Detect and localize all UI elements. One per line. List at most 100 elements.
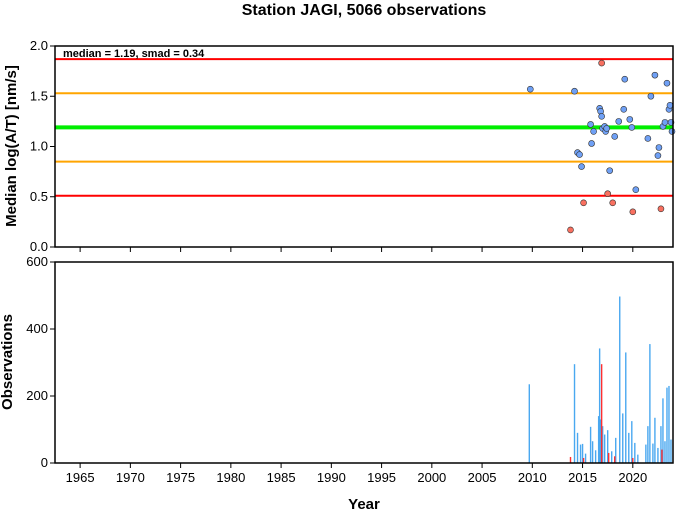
bottom-y-tick-label: 200 (26, 388, 48, 403)
data-point-blue (611, 133, 619, 140)
data-point-blue (571, 87, 578, 95)
observation-bar-red (582, 457, 585, 463)
observation-bar-blue (645, 444, 647, 463)
observation-bar-blue (603, 434, 606, 463)
observation-bar-blue (591, 441, 594, 463)
top-panel: 0.0 0.5 1.0 1.5 2.0 median = 1.19, smad = 0.3… (30, 38, 676, 254)
top-y-tick-label: 1.0 (30, 139, 48, 154)
bottom-y-tick-label: 600 (26, 254, 48, 269)
observation-bar-blue (579, 444, 582, 463)
observation-bar-blue (668, 385, 670, 463)
data-point-red (567, 226, 574, 234)
observation-bar-blue (654, 417, 656, 463)
observation-bar-blue (628, 432, 630, 463)
data-point-blue (578, 163, 585, 170)
top-y-tick-label: 2.0 (30, 38, 48, 53)
data-point-blue (615, 118, 623, 125)
observation-bar-red (607, 452, 610, 463)
observation-bar-blue (601, 426, 604, 463)
bottom-y-axis-label: Observations (0, 314, 16, 410)
observation-bar-blue (625, 352, 627, 463)
data-point-blue (644, 135, 652, 142)
observation-bar-blue (615, 437, 617, 463)
data-point-red (609, 199, 617, 207)
data-point-blue (588, 140, 595, 147)
observation-bar-blue (664, 441, 666, 463)
observation-bar-blue (634, 442, 636, 463)
data-point-red (598, 59, 605, 67)
observation-bar-red (614, 456, 616, 463)
data-point-blue (651, 71, 659, 79)
observation-bar-red (632, 457, 634, 463)
observation-bar-blue (631, 421, 633, 463)
observation-bar-blue (647, 426, 649, 463)
observation-bar-red (569, 456, 572, 463)
observation-bar-blue (657, 447, 659, 463)
data-point-blue (620, 106, 628, 113)
observation-bar-blue (589, 426, 592, 463)
data-point-blue (647, 92, 655, 100)
top-y-tick-label: 0.0 (30, 239, 48, 254)
data-point-blue (590, 128, 597, 135)
data-point-blue (527, 85, 534, 93)
bottom-y-tick-label: 400 (26, 321, 48, 336)
observation-bar-blue (528, 384, 531, 463)
observation-bar-blue (662, 398, 664, 463)
x-tick-label: 2000 (417, 470, 446, 485)
data-point-blue (654, 152, 662, 159)
x-tick-label: 2005 (468, 470, 497, 485)
observation-bar-blue (584, 453, 587, 463)
x-tick-label: 2015 (568, 470, 597, 485)
observation-bar-blue (573, 364, 576, 463)
bottom-panel: 0 200 400 600 1965 1970 1975 1980 1985 1990 1995 20… (26, 254, 674, 485)
top-y-tick-label: 0.5 (30, 189, 48, 204)
observation-bar-blue (622, 413, 624, 463)
observation-bar-blue (649, 344, 651, 463)
observation-bar-blue (581, 443, 584, 463)
x-tick-label: 1980 (216, 470, 245, 485)
data-point-red (657, 205, 665, 213)
data-point-blue (576, 151, 583, 158)
data-point-red (604, 190, 611, 198)
observation-bar-blue (606, 430, 609, 463)
data-point-red (580, 199, 587, 207)
x-tick-label: 1985 (267, 470, 296, 485)
observation-bar-blue (594, 450, 597, 463)
x-axis-label: Year (348, 496, 380, 511)
observation-bar-blue (670, 439, 672, 463)
data-point-blue (587, 121, 594, 128)
median-annotation: median = 1.19, smad = 0.34 (63, 48, 205, 60)
data-point-blue (661, 119, 669, 126)
data-point-blue (626, 116, 634, 123)
observation-bar-blue (660, 426, 662, 463)
top-plot-area (55, 46, 673, 247)
data-point-blue (632, 186, 640, 194)
data-point-blue (628, 124, 636, 131)
data-point-blue (668, 128, 676, 135)
top-y-axis-label: Median log(A/T) [nm/s] (3, 65, 20, 227)
bottom-plot-area (55, 262, 673, 463)
observation-bar-red (600, 364, 603, 463)
data-point-blue (655, 144, 663, 151)
x-tick-label: 1970 (116, 470, 145, 485)
observation-bar-blue (598, 348, 601, 463)
data-point-blue (598, 113, 605, 120)
bottom-plot-frame (54, 261, 674, 464)
observation-bar-blue (611, 451, 613, 463)
top-y-tick-label: 1.5 (30, 88, 48, 103)
observation-bar-blue (599, 419, 602, 463)
data-point-blue (606, 167, 613, 174)
x-tick-label: 2020 (618, 470, 647, 485)
chart-title: Station JAGI, 5066 observations (242, 2, 487, 19)
x-tick-label: 1975 (166, 470, 195, 485)
bottom-y-tick-label: 0 (41, 455, 48, 470)
observation-bar-blue (576, 432, 579, 463)
data-point-blue (621, 75, 629, 83)
observation-bar-blue (619, 296, 621, 463)
x-tick-label: 1990 (317, 470, 346, 485)
observation-bar-red (661, 449, 663, 463)
observation-bar-blue (637, 454, 639, 463)
data-point-blue (603, 125, 610, 132)
x-tick-label: 1965 (66, 470, 95, 485)
